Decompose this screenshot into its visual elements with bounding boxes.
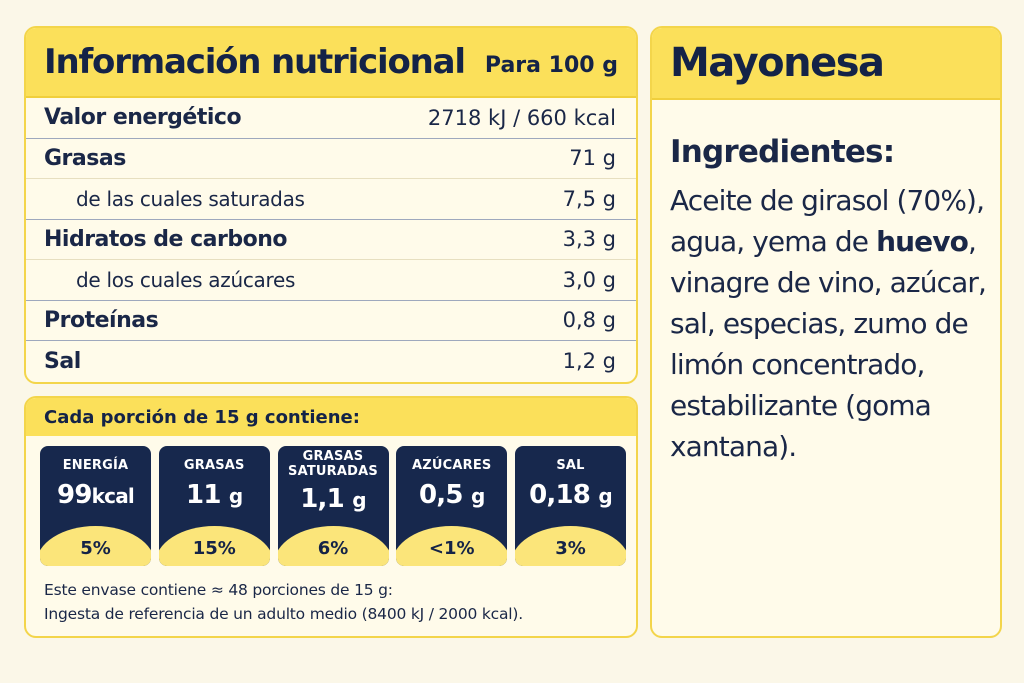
row-saturated-fat: de las cuales saturadas 7,5 g (26, 179, 636, 220)
tile-sugars: AZÚCARES 0,5 g <1% (396, 446, 508, 566)
row-value: 1,2 g (562, 349, 616, 374)
row-label: Hidratos de carbono (44, 226, 287, 252)
tile-percent: 15% (192, 538, 236, 559)
tile-value: 99kcal (40, 480, 151, 510)
tile-unit: kcal (91, 484, 135, 508)
product-panel: Mayonesa Ingredientes: Aceite de girasol… (650, 26, 1002, 638)
tile-value: 0,5 g (396, 480, 507, 510)
tile-saturated-fat: GRASAS SATURADAS 1,1 g 6% (277, 446, 389, 566)
row-sugars: de los cuales azúcares 3,0 g (26, 260, 636, 301)
tile-label: SAL (556, 458, 585, 473)
ingredients-part-2: , vinagre de vino, azúcar, sal, especias… (670, 225, 987, 463)
tile-number: 0,18 (529, 480, 591, 510)
tile-fat: GRASAS 11 g 15% (158, 446, 270, 566)
row-label: Sal (44, 348, 81, 374)
portion-header: Cada porción de 15 g contiene: (26, 398, 636, 436)
row-value: 0,8 g (562, 308, 616, 333)
portion-title: Cada porción de 15 g contiene: (44, 406, 360, 428)
row-value: 71 g (569, 146, 616, 171)
tile-percent: 6% (317, 538, 349, 559)
tile-number: 99 (57, 480, 92, 510)
row-value: 7,5 g (562, 186, 616, 211)
portion-note-line2: Ingesta de referencia de un adulto medio… (44, 605, 523, 623)
portion-tiles: ENERGÍA 99kcal 5% GRASAS 11 g 15% GRASAS… (40, 446, 626, 566)
allergen-highlight: huevo (876, 225, 969, 258)
row-carbohydrates: Hidratos de carbono 3,3 g (26, 220, 636, 260)
nutrition-header: Información nutricional Para 100 g (26, 28, 636, 98)
row-value: 2718 kJ / 660 kcal (427, 105, 616, 130)
product-name: Mayonesa (670, 40, 885, 86)
row-energy: Valor energético 2718 kJ / 660 kcal (26, 98, 636, 139)
tile-percent: <1% (428, 538, 475, 559)
row-label: de las cuales saturadas (76, 186, 305, 211)
tile-unit: g (598, 484, 612, 508)
portion-note: Este envase contiene ≈ 48 porciones de 1… (44, 578, 523, 626)
tile-value: 1,1 g (278, 484, 389, 514)
tile-label: GRASAS (183, 458, 245, 473)
row-salt: Sal 1,2 g (26, 341, 636, 382)
product-header: Mayonesa (652, 28, 1000, 100)
ingredients-text: Aceite de girasol (70%), agua, yema de h… (670, 180, 1000, 467)
tile-number: 0,5 (419, 480, 463, 510)
row-value: 3,0 g (562, 267, 616, 292)
row-label: Proteínas (44, 307, 159, 333)
tile-label-line2: SATURADAS (288, 464, 378, 479)
tile-unit: g (228, 484, 243, 508)
row-fat: Grasas 71 g (26, 139, 636, 179)
tile-label: ENERGÍA (62, 458, 129, 473)
tile-value: 0,18 g (515, 480, 626, 510)
tile-energy: ENERGÍA 99kcal 5% (40, 446, 151, 566)
portion-note-line1: Este envase contiene ≈ 48 porciones de 1… (44, 581, 393, 599)
ingredients-part-1: Aceite de girasol (70%), agua, yema de (670, 184, 985, 258)
tile-label-line1: GRASAS (302, 449, 364, 464)
tile-label: GRASAS SATURADAS (278, 449, 389, 479)
tile-salt: SAL 0,18 g 3% (515, 446, 626, 566)
tile-unit: g (352, 488, 366, 512)
tile-unit: g (470, 484, 485, 508)
portion-panel: Cada porción de 15 g contiene: ENERGÍA 9… (24, 396, 638, 638)
tile-number: 11 (186, 480, 221, 510)
nutrition-title: Información nutricional (44, 42, 466, 82)
row-label: de los cuales azúcares (76, 267, 296, 292)
row-label: Grasas (44, 145, 126, 171)
tile-label: AZÚCARES (412, 458, 492, 473)
row-protein: Proteínas 0,8 g (26, 301, 636, 341)
row-value: 3,3 g (562, 227, 616, 252)
nutrition-table: Información nutricional Para 100 g Valor… (24, 26, 638, 384)
tile-percent: 5% (80, 538, 111, 559)
row-label: Valor energético (44, 105, 242, 131)
nutrition-per-100g: Para 100 g (484, 52, 618, 78)
tile-number: 1,1 (300, 484, 344, 514)
tile-percent: 3% (555, 538, 586, 559)
tile-value: 11 g (159, 480, 270, 510)
ingredients-title: Ingredientes: (670, 134, 895, 170)
